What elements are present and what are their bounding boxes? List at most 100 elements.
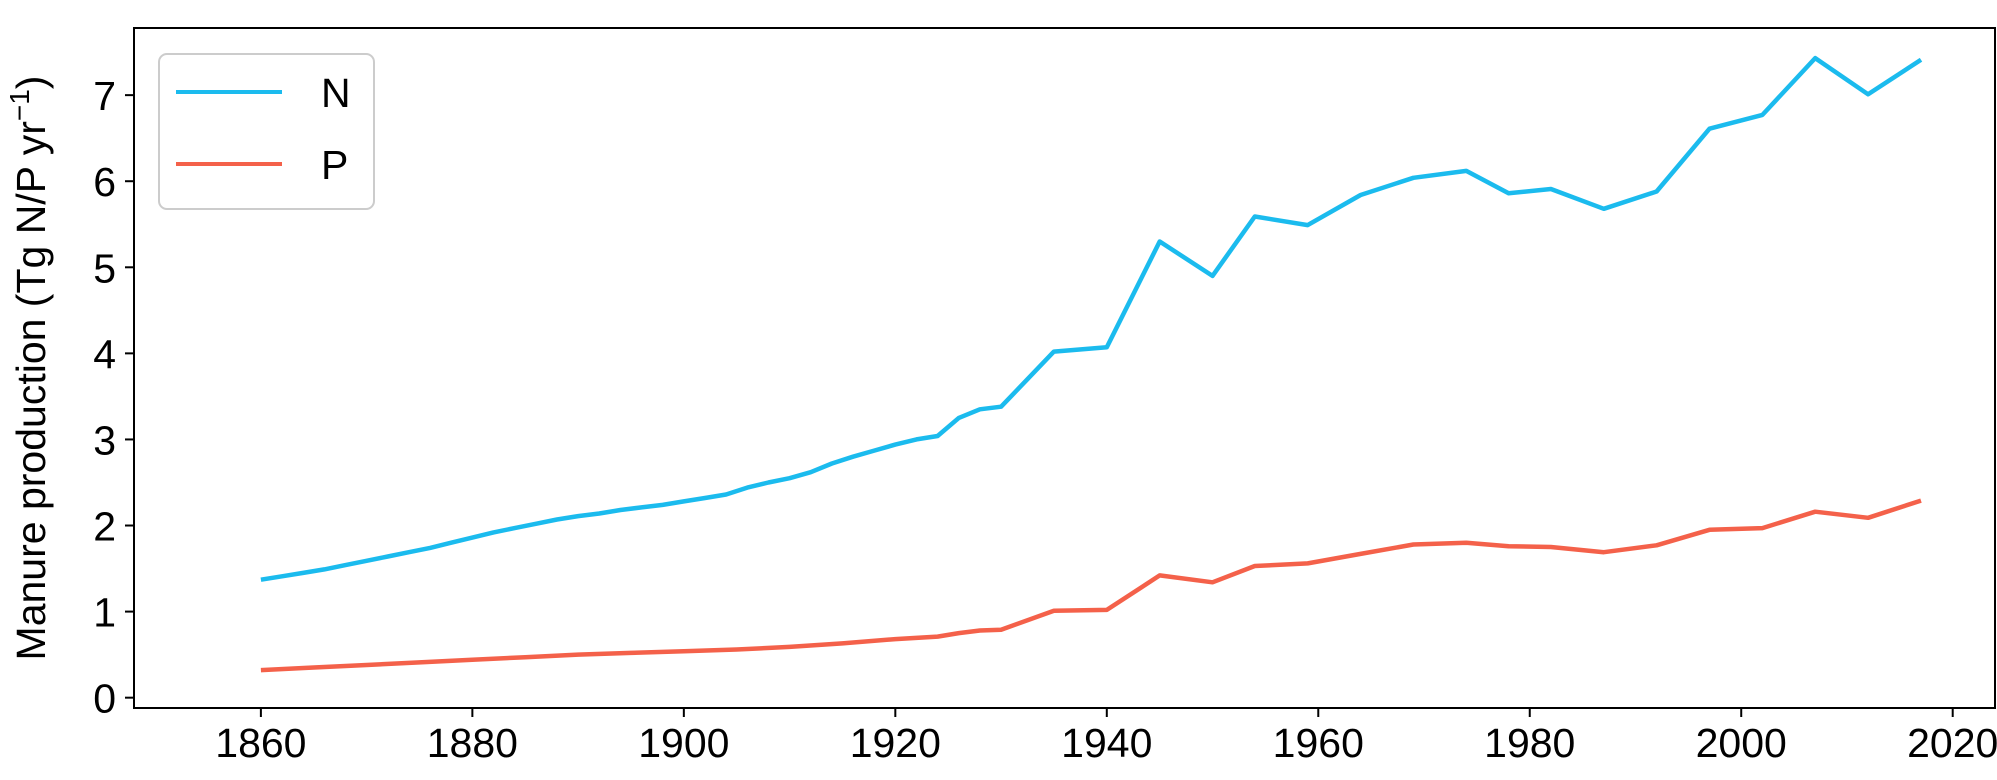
x-tick-label: 2020 <box>1907 720 1997 766</box>
data-point-p <box>1707 527 1712 532</box>
data-point-p <box>1411 542 1416 547</box>
data-point-p <box>1104 607 1109 612</box>
data-point-p <box>1252 564 1257 569</box>
data-point-n <box>1548 187 1553 192</box>
data-point-n <box>745 485 750 490</box>
data-point-n <box>724 492 729 497</box>
data-point-n <box>660 502 665 507</box>
y-axis: 0 1 2 3 4 5 6 7 <box>93 73 134 722</box>
data-point-n <box>1464 168 1469 173</box>
data-point-n <box>576 514 581 519</box>
legend-label-p: P <box>321 142 348 188</box>
data-point-n <box>385 554 390 559</box>
data-point-n <box>766 480 771 485</box>
data-point-p <box>470 657 475 662</box>
x-tick-label: 1940 <box>1061 720 1152 766</box>
data-point-p <box>1464 540 1469 545</box>
data-point-n <box>639 505 644 510</box>
data-point-p <box>1654 543 1659 548</box>
data-point-n <box>512 526 517 531</box>
x-tick-label: 2000 <box>1696 720 1787 766</box>
data-point-n <box>1411 175 1416 180</box>
data-point-n <box>428 545 433 550</box>
data-point-n <box>597 511 602 516</box>
data-point-n <box>1813 56 1818 61</box>
data-point-p <box>1866 515 1871 520</box>
y-tick-label: 6 <box>93 159 116 205</box>
data-point-n <box>1358 193 1363 198</box>
data-point-n <box>893 442 898 447</box>
data-point-p <box>1051 608 1056 613</box>
data-point-n <box>829 461 834 466</box>
y-tick-label: 1 <box>93 590 116 636</box>
y-axis-label-exponent: −1 <box>4 89 35 121</box>
data-point-p <box>1157 573 1162 578</box>
data-point-n <box>1760 112 1765 117</box>
y-axis-label: Manure production (Tg N/P yr−1) <box>4 76 54 661</box>
data-point-n <box>977 407 982 412</box>
data-point-p <box>258 668 263 673</box>
data-point-p <box>840 641 845 646</box>
data-point-p <box>364 663 369 668</box>
x-tick-label: 1960 <box>1273 720 1364 766</box>
data-point-n <box>1506 191 1511 196</box>
data-point-p <box>1813 509 1818 514</box>
y-tick-label: 7 <box>93 73 116 119</box>
data-point-n <box>681 499 686 504</box>
data-point-p <box>523 655 528 660</box>
y-tick-label: 5 <box>93 245 116 291</box>
data-point-p <box>681 649 686 654</box>
data-point-n <box>703 496 708 501</box>
data-point-p <box>417 660 422 665</box>
data-point-p <box>1919 498 1924 503</box>
data-point-n <box>1104 345 1109 350</box>
data-point-p <box>1210 580 1215 585</box>
series-line-n <box>260 55 1923 582</box>
data-point-p <box>999 627 1004 632</box>
data-point-n <box>322 567 327 572</box>
y-tick-label: 4 <box>93 331 116 377</box>
data-point-n <box>449 540 454 545</box>
data-point-n <box>1654 189 1659 194</box>
data-point-n <box>555 517 560 522</box>
data-point-n <box>1919 57 1924 62</box>
x-tick-label: 1880 <box>427 720 518 766</box>
data-point-p <box>956 631 961 636</box>
data-point-n <box>1707 126 1712 131</box>
y-axis-label-close: ) <box>8 76 54 90</box>
data-point-n <box>1866 92 1871 97</box>
series-line-p <box>260 498 1922 673</box>
data-point-n <box>1051 349 1056 354</box>
data-point-n <box>470 535 475 540</box>
data-point-n <box>914 437 919 442</box>
data-point-n <box>533 521 538 526</box>
data-point-n <box>851 454 856 459</box>
data-point-p <box>1358 551 1363 556</box>
plot-frame <box>133 27 1996 709</box>
data-point-p <box>1305 561 1310 566</box>
data-point-n <box>343 563 348 568</box>
legend-label-n: N <box>321 70 351 116</box>
data-point-n <box>999 404 1004 409</box>
data-point-p <box>1760 526 1765 531</box>
data-point-p <box>734 647 739 652</box>
data-point-p <box>629 650 634 655</box>
data-point-p <box>893 637 898 642</box>
data-point-n <box>301 570 306 575</box>
data-point-n <box>1157 239 1162 244</box>
x-tick-label: 1900 <box>638 720 729 766</box>
data-point-p <box>1548 545 1553 550</box>
x-tick-label: 1980 <box>1484 720 1575 766</box>
legend: N P <box>158 53 375 210</box>
data-point-n <box>1252 214 1257 219</box>
data-point-n <box>406 550 411 555</box>
data-point-p <box>935 634 940 639</box>
data-point-p <box>1601 550 1606 555</box>
data-point-n <box>618 508 623 513</box>
data-point-p <box>576 652 581 657</box>
data-point-n <box>787 476 792 481</box>
data-point-p <box>1506 544 1511 549</box>
y-tick-label: 0 <box>93 676 116 722</box>
